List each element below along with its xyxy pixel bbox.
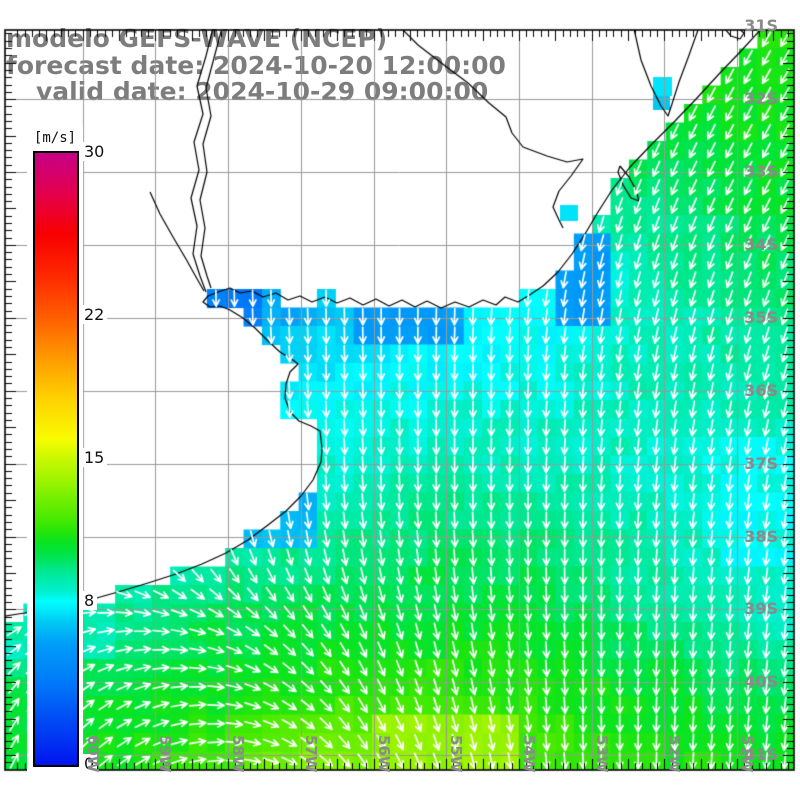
lon-label-60W: 60W xyxy=(83,735,102,773)
lat-label-35S: 35S xyxy=(744,307,778,327)
colorbar-tick-0: 0 xyxy=(83,754,98,773)
lat-label-39S: 39S xyxy=(744,599,778,619)
colorbar-gradient xyxy=(33,151,79,767)
lat-label-41S: 41S xyxy=(744,745,778,765)
colorbar-unit-label: [m/s] xyxy=(33,130,77,146)
lat-label-34S: 34S xyxy=(744,234,778,254)
lon-label-53W: 53W xyxy=(592,735,611,773)
lat-label-36S: 36S xyxy=(744,380,778,400)
lat-label-32S: 32S xyxy=(744,89,778,109)
colorbar-tick-15: 15 xyxy=(83,448,108,467)
lon-label-55W: 55W xyxy=(447,735,466,773)
lon-label-52W: 52W xyxy=(665,735,684,773)
colorbar-tick-8: 8 xyxy=(83,590,98,610)
lon-label-57W: 57W xyxy=(301,735,320,773)
lat-label-33S: 33S xyxy=(744,162,778,181)
lat-label-37S: 37S xyxy=(744,453,778,473)
lon-label-59W: 59W xyxy=(156,735,175,773)
colorbar-tick-22: 22 xyxy=(83,305,108,325)
lat-label-40S: 40S xyxy=(744,672,778,692)
lon-label-51W: 51W xyxy=(738,735,756,773)
lat-label-38S: 38S xyxy=(744,526,778,546)
lon-label-54W: 54W xyxy=(519,735,538,773)
lat-label-31S: 31S xyxy=(744,16,778,36)
colorbar-tick-30: 30 xyxy=(83,142,108,161)
lon-label-58W: 58W xyxy=(229,735,248,773)
lon-label-56W: 56W xyxy=(374,735,393,773)
